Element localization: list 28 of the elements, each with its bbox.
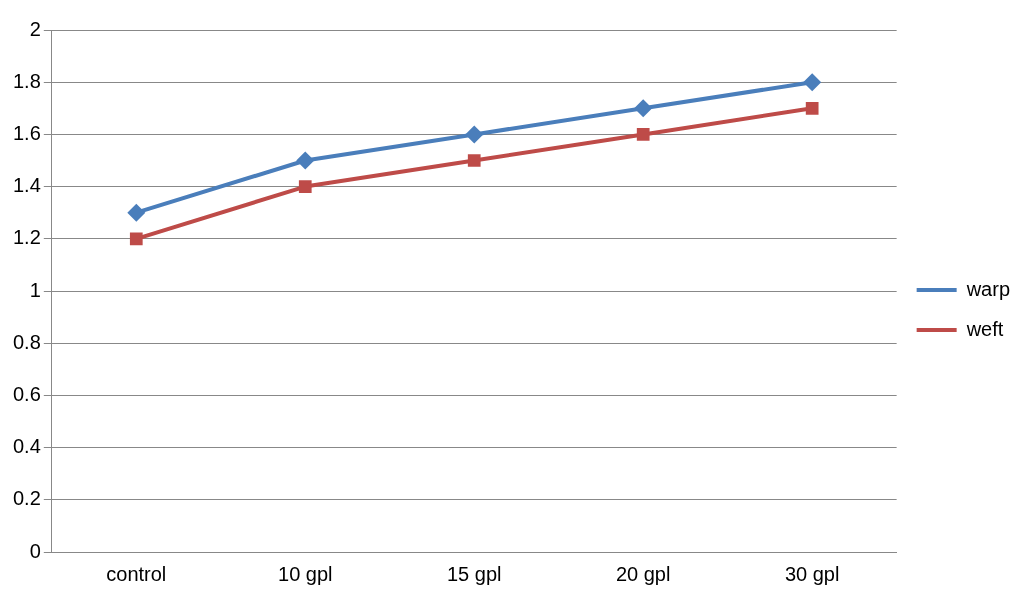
- y-tick-label: 0: [29, 539, 41, 562]
- x-tick-label: 20 gpl: [615, 562, 671, 585]
- y-tick-label: 1.4: [12, 174, 41, 197]
- x-tick-label: control: [106, 562, 167, 585]
- point: [636, 128, 650, 141]
- point: [465, 125, 484, 144]
- legend-label: warp: [965, 277, 1011, 300]
- x-tick-label: 10 gpl: [278, 562, 333, 585]
- x-tick-label: 15 gpl: [446, 562, 502, 585]
- legend-label: weft: [965, 317, 1004, 340]
- y-tick-label: 2: [29, 17, 41, 40]
- point: [129, 232, 143, 246]
- point: [803, 73, 822, 92]
- y-tick-label: 1.2: [12, 226, 41, 249]
- point: [298, 180, 312, 193]
- point: [634, 99, 653, 118]
- y-tick-label: 0.8: [12, 330, 41, 353]
- point: [805, 101, 819, 115]
- y-tick-label: 0.2: [12, 487, 41, 510]
- y-tick-label: 1.8: [12, 69, 41, 92]
- point: [467, 154, 481, 167]
- y-tick-label: 0.4: [12, 435, 41, 458]
- point: [127, 203, 146, 222]
- y-tick-label: 1.6: [12, 121, 41, 144]
- x-tick-label: 30 gpl: [784, 562, 840, 585]
- point: [296, 151, 315, 170]
- y-tick-label: 0.6: [12, 382, 41, 405]
- y-tick-label: 1: [29, 278, 41, 301]
